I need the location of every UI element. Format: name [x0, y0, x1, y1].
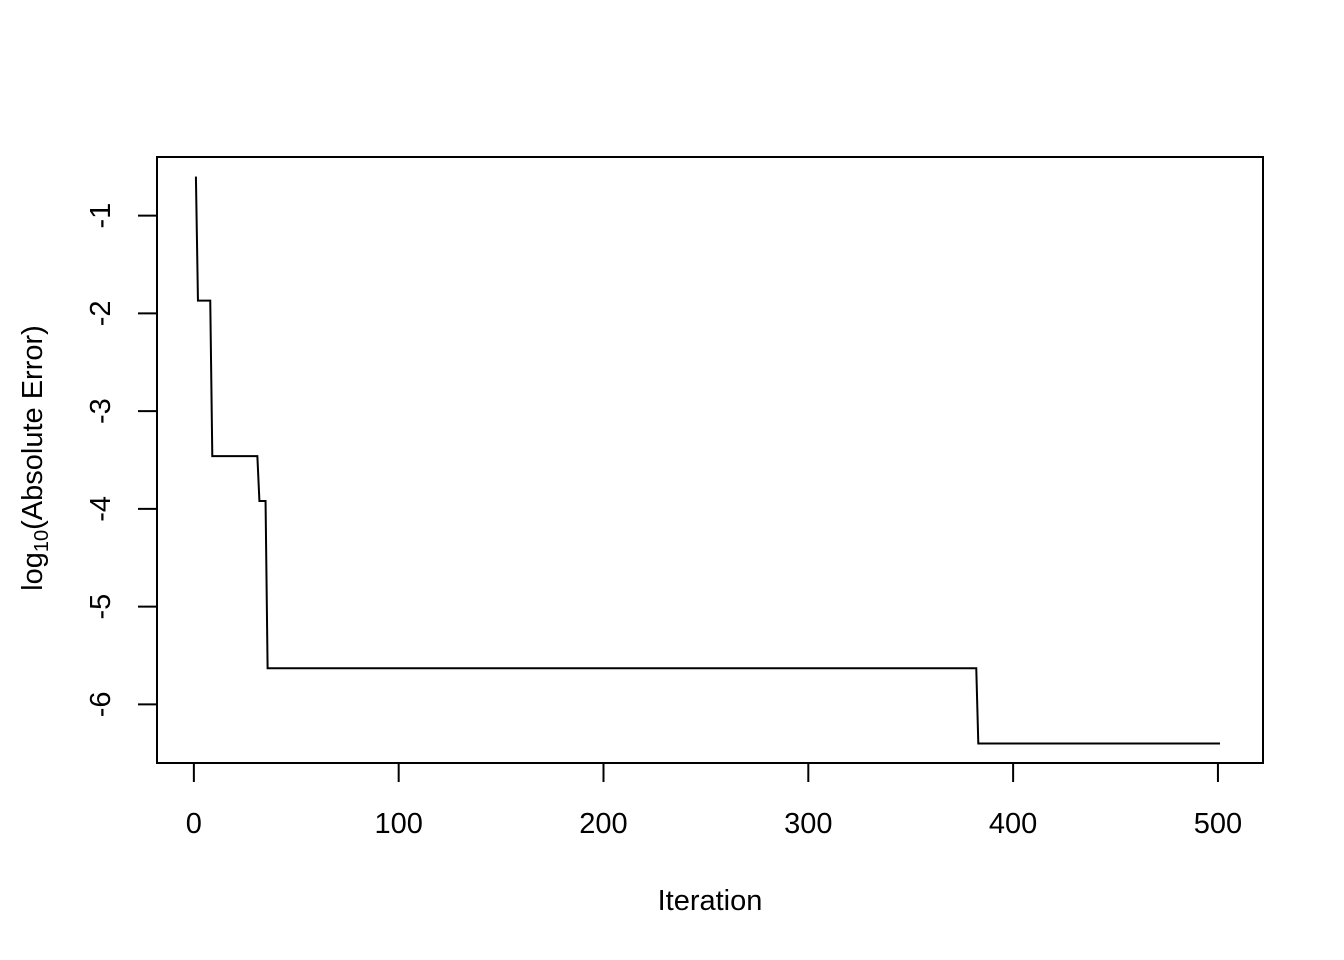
plot-frame — [156, 156, 1264, 764]
y-axis-label: log10(Absolute Error) — [17, 325, 53, 591]
y-tick-label: -1 — [85, 203, 117, 229]
x-tick-label: 100 — [374, 808, 422, 840]
series-line — [194, 176, 1220, 745]
x-tick-label: 400 — [989, 808, 1037, 840]
y-axis-label-prefix: log — [17, 552, 49, 591]
y-axis: -1 -2 -3 -4 -5 -6 — [85, 203, 158, 717]
x-axis: 0 100 200 300 400 500 — [186, 762, 1242, 840]
x-tick-label: 0 — [186, 808, 202, 840]
x-tick-label: 500 — [1194, 808, 1242, 840]
x-axis-label: Iteration — [658, 885, 763, 917]
x-tick-label: 200 — [579, 808, 627, 840]
y-tick-label: -6 — [85, 691, 117, 717]
y-tick-label: -3 — [85, 398, 117, 424]
y-axis-label-suffix: (Absolute Error) — [17, 325, 49, 530]
x-tick-label: 300 — [784, 808, 832, 840]
y-tick-label: -2 — [85, 300, 117, 326]
y-tick-label: -4 — [85, 496, 117, 522]
y-tick-label: -5 — [85, 594, 117, 620]
y-axis-label-subscript: 10 — [31, 530, 53, 552]
